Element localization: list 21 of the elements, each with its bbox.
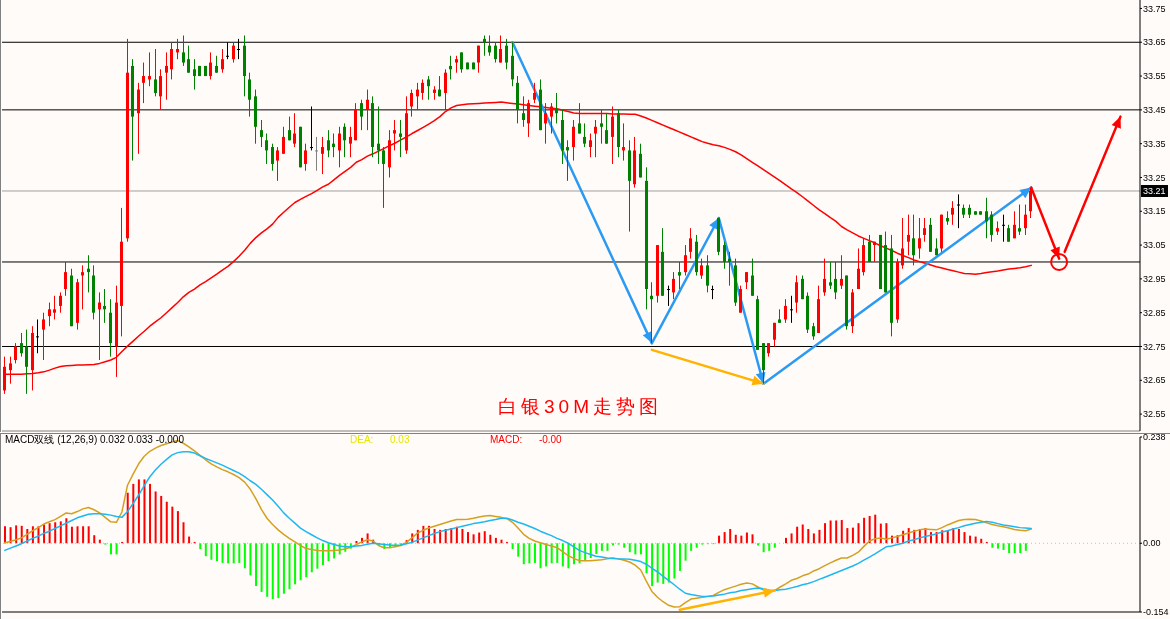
- y-tick-label: 33.65: [1143, 37, 1166, 48]
- annotation: DEA: 0.03: [350, 434, 410, 446]
- y-tick-label: -0.154: [1143, 607, 1169, 618]
- y-tick-label: 0.238: [1143, 432, 1166, 443]
- text: 白银30M走势图: [498, 396, 662, 417]
- y-tick-label: 33.15: [1143, 206, 1166, 217]
- y-tick-label: 32.65: [1143, 375, 1166, 386]
- y-tick-label: 33.45: [1143, 105, 1166, 116]
- y-tick-label: 32.75: [1143, 341, 1166, 352]
- y-tick-label: 33.75: [1143, 3, 1166, 14]
- y-tick-label: 32.55: [1143, 409, 1166, 420]
- y-tick-label: 33.25: [1143, 172, 1166, 183]
- ref-line-label: 33.21: [1143, 186, 1166, 197]
- y-tick-label: 33.35: [1143, 138, 1166, 149]
- y-tick-label: 32.95: [1143, 274, 1166, 285]
- y-tick-label: 33.55: [1143, 71, 1166, 82]
- annotation: MACD双线 (12,26,9) 0.032 0.033 -0.000: [5, 434, 184, 446]
- annotation: MACD: -0.00: [490, 434, 562, 446]
- y-tick-label: 32.85: [1143, 307, 1166, 318]
- y-tick-label: 0.00: [1143, 538, 1161, 549]
- y-tick-label: 33.05: [1143, 240, 1166, 251]
